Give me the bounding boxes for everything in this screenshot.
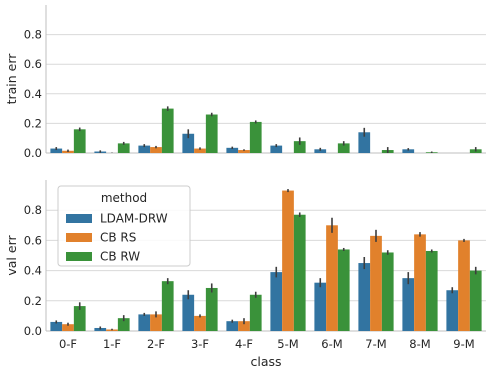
bar	[249, 121, 262, 153]
x-tick-label: 0-F	[59, 337, 77, 351]
bar	[161, 281, 174, 331]
bar	[402, 278, 415, 331]
bar	[62, 324, 74, 331]
legend-label: CB RW	[100, 250, 140, 264]
bar	[414, 234, 426, 331]
bar	[117, 143, 130, 153]
bar	[150, 147, 162, 153]
x-axis-label: class	[250, 354, 281, 369]
bar	[282, 190, 294, 331]
bar	[446, 290, 459, 331]
bar	[194, 148, 206, 153]
bar	[314, 282, 327, 331]
bar	[150, 314, 162, 331]
x-tick-label: 3-F	[191, 337, 209, 351]
bar	[293, 214, 306, 331]
x-tick-label: 8-M	[409, 337, 430, 351]
legend-label: CB RS	[100, 231, 136, 245]
bar	[358, 263, 371, 331]
x-tick-label: 7-M	[365, 337, 386, 351]
bar	[138, 145, 151, 153]
y-tick-label: 0.0	[24, 324, 42, 338]
bar	[161, 108, 174, 153]
y-axis-label: train err	[4, 53, 19, 105]
bar	[138, 314, 151, 331]
bar	[270, 272, 283, 331]
bar	[226, 321, 239, 331]
y-tick-label: 0.2	[24, 116, 42, 130]
bar	[226, 147, 239, 153]
bar	[381, 252, 394, 331]
x-tick-label: 4-F	[235, 337, 253, 351]
bar	[73, 129, 86, 153]
val-err-panel: 0.0 0.2 0.4 0.6 0.8 val err 0-F 1-F 2-F 3-F 4-F 5-M…	[4, 180, 486, 351]
y-axis-label: val err	[4, 235, 19, 276]
bar	[370, 235, 382, 331]
x-tick-label: 2-F	[147, 337, 165, 351]
x-tick-label: 1-F	[103, 337, 121, 351]
bar	[270, 145, 283, 153]
bar	[326, 225, 338, 331]
y-tick-label: 0.8	[24, 203, 42, 217]
bar	[205, 287, 218, 331]
legend-swatch	[66, 214, 92, 223]
train-err-panel: 0.0 0.2 0.4 0.6 0.8 train err	[4, 5, 486, 160]
bar	[205, 114, 218, 153]
y-tick-label: 0.6	[24, 57, 42, 71]
bar	[358, 132, 371, 153]
legend-box	[57, 185, 191, 267]
bar	[458, 240, 470, 331]
bar	[182, 294, 195, 331]
bar	[50, 321, 63, 331]
bar	[182, 133, 195, 153]
bar	[50, 148, 63, 153]
legend-label: LDAM-DRW	[100, 212, 168, 226]
y-tick-label: 0.0	[24, 146, 42, 160]
x-tick-label: 9-M	[453, 337, 474, 351]
y-tick-label: 0.8	[24, 28, 42, 42]
bar	[249, 294, 262, 331]
x-tick-label: 6-M	[321, 337, 342, 351]
y-tick-label: 0.4	[24, 264, 42, 278]
bar	[337, 143, 350, 153]
bar	[402, 149, 415, 153]
bar	[337, 249, 350, 331]
legend-swatch	[66, 233, 92, 242]
bar	[238, 321, 250, 331]
bar	[425, 250, 438, 331]
y-tick-label: 0.2	[24, 294, 42, 308]
bar	[238, 150, 250, 153]
bar	[314, 149, 327, 153]
bar	[73, 306, 86, 331]
x-tick-label: 5-M	[277, 337, 298, 351]
legend-title: method	[101, 191, 147, 205]
bar	[293, 141, 306, 153]
bar	[469, 270, 482, 331]
legend-swatch	[66, 252, 92, 261]
y-tick-label: 0.6	[24, 233, 42, 247]
bar	[117, 318, 130, 331]
y-tick-label: 0.4	[24, 87, 42, 101]
bar	[194, 315, 206, 331]
